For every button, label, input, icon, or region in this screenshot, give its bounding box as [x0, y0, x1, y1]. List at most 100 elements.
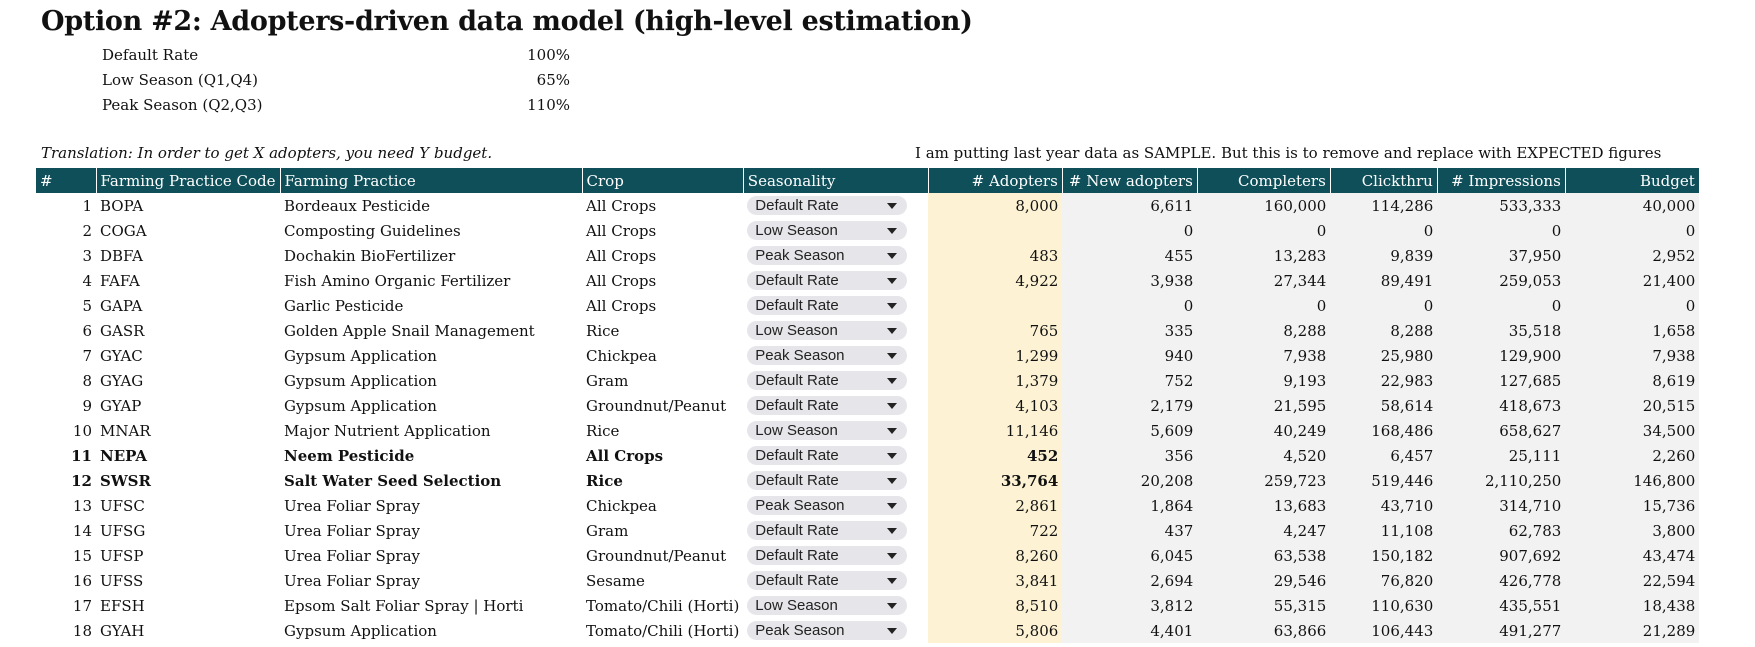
practice-code[interactable]: GYAG [100, 371, 144, 390]
practice-code[interactable]: UFSP [100, 546, 144, 565]
adopters-value[interactable]: 4,922 [928, 268, 1063, 293]
practice-name[interactable]: Fish Amino Organic Fertilizer [284, 271, 511, 290]
crop[interactable]: Rice [586, 321, 620, 340]
col-header-adopters[interactable]: # Adopters [928, 168, 1063, 193]
seasonality-select[interactable]: Default Rate [743, 443, 928, 468]
crop[interactable]: All Crops [586, 446, 664, 465]
crop[interactable]: Rice [586, 421, 620, 440]
seasonality-select[interactable]: Default Rate [743, 268, 928, 293]
practice-code[interactable]: EFSH [100, 596, 145, 615]
rate-value[interactable]: 65% [536, 71, 570, 89]
seasonality-select[interactable]: Default Rate [743, 293, 928, 318]
adopters-value[interactable]: 33,764 [928, 468, 1063, 493]
practice-name[interactable]: Bordeaux Pesticide [284, 196, 431, 215]
practice-code[interactable]: UFSG [100, 521, 146, 540]
seasonality-dropdown[interactable]: Default Rate [747, 471, 908, 491]
practice-name[interactable]: Gypsum Application [284, 621, 437, 640]
crop[interactable]: Gram [586, 521, 629, 540]
seasonality-dropdown[interactable]: Default Rate [747, 446, 908, 466]
adopters-value[interactable]: 1,379 [928, 368, 1063, 393]
col-header-clickthru[interactable]: Clickthru [1330, 168, 1438, 193]
crop[interactable]: Rice [586, 471, 623, 490]
adopters-value[interactable] [928, 218, 1063, 243]
adopters-value[interactable]: 11,146 [928, 418, 1063, 443]
seasonality-select[interactable]: Peak Season [743, 618, 928, 643]
adopters-value[interactable]: 8,260 [928, 543, 1063, 568]
crop[interactable]: All Crops [586, 271, 657, 290]
col-header-new-adopters[interactable]: # New adopters [1062, 168, 1198, 193]
seasonality-dropdown[interactable]: Default Rate [747, 296, 908, 316]
col-header-code[interactable]: Farming Practice Code [96, 168, 281, 193]
practice-name[interactable]: Epsom Salt Foliar Spray | Horti [284, 596, 524, 615]
practice-code[interactable]: SWSR [100, 471, 151, 490]
crop[interactable]: Tomato/Chili (Horti) [586, 621, 740, 640]
crop[interactable]: All Crops [586, 296, 657, 315]
col-header-impressions[interactable]: # Impressions [1437, 168, 1566, 193]
adopters-value[interactable]: 5,806 [928, 618, 1063, 643]
seasonality-select[interactable]: Default Rate [743, 568, 928, 593]
col-header-budget[interactable]: Budget [1565, 168, 1700, 193]
seasonality-dropdown[interactable]: Peak Season [747, 346, 908, 366]
practice-code[interactable]: GAPA [100, 296, 143, 315]
practice-code[interactable]: FAFA [100, 271, 140, 290]
seasonality-dropdown[interactable]: Peak Season [747, 621, 908, 641]
seasonality-select[interactable]: Low Season [743, 218, 928, 243]
adopters-value[interactable]: 3,841 [928, 568, 1063, 593]
practice-code[interactable]: UFSS [100, 571, 144, 590]
practice-code[interactable]: COGA [100, 221, 147, 240]
practice-name[interactable]: Neem Pesticide [284, 446, 415, 465]
adopters-value[interactable]: 8,000 [928, 193, 1063, 218]
seasonality-dropdown[interactable]: Default Rate [747, 396, 908, 416]
practice-code[interactable]: NEPA [100, 446, 147, 465]
practice-code[interactable]: BOPA [100, 196, 144, 215]
seasonality-select[interactable]: Default Rate [743, 518, 928, 543]
practice-name[interactable]: Urea Foliar Spray [284, 521, 420, 540]
crop[interactable]: Gram [586, 371, 629, 390]
adopters-value[interactable]: 483 [928, 243, 1063, 268]
seasonality-dropdown[interactable]: Peak Season [747, 246, 908, 266]
practice-code[interactable]: GASR [100, 321, 145, 340]
seasonality-dropdown[interactable]: Default Rate [747, 371, 908, 391]
col-header-practice[interactable]: Farming Practice [280, 168, 583, 193]
practice-name[interactable]: Dochakin BioFertilizer [284, 246, 456, 265]
seasonality-select[interactable]: Low Season [743, 418, 928, 443]
practice-name[interactable]: Gypsum Application [284, 346, 437, 365]
crop[interactable]: Groundnut/Peanut [586, 396, 727, 415]
col-header-crop[interactable]: Crop [582, 168, 744, 193]
practice-name[interactable]: Gypsum Application [284, 396, 437, 415]
seasonality-select[interactable]: Default Rate [743, 393, 928, 418]
seasonality-select[interactable]: Peak Season [743, 343, 928, 368]
crop[interactable]: Tomato/Chili (Horti) [586, 596, 740, 615]
practice-name[interactable]: Composting Guidelines [284, 221, 461, 240]
practice-name[interactable]: Major Nutrient Application [284, 421, 491, 440]
col-header-seasonality[interactable]: Seasonality [743, 168, 929, 193]
practice-code[interactable]: UFSC [100, 496, 145, 515]
seasonality-select[interactable]: Low Season [743, 318, 928, 343]
practice-code[interactable]: DBFA [100, 246, 143, 265]
practice-code[interactable]: GYAP [100, 396, 142, 415]
seasonality-dropdown[interactable]: Low Season [747, 321, 908, 341]
crop[interactable]: Groundnut/Peanut [586, 546, 727, 565]
seasonality-dropdown[interactable]: Default Rate [747, 271, 908, 291]
practice-name[interactable]: Urea Foliar Spray [284, 546, 420, 565]
practice-name[interactable]: Garlic Pesticide [284, 296, 404, 315]
seasonality-select[interactable]: Low Season [743, 593, 928, 618]
seasonality-select[interactable]: Peak Season [743, 243, 928, 268]
adopters-value[interactable]: 8,510 [928, 593, 1063, 618]
crop[interactable]: Chickpea [586, 346, 657, 365]
adopters-value[interactable]: 4,103 [928, 393, 1063, 418]
seasonality-dropdown[interactable]: Peak Season [747, 496, 908, 516]
practice-name[interactable]: Urea Foliar Spray [284, 496, 420, 515]
practice-code[interactable]: GYAC [100, 346, 143, 365]
practice-name[interactable]: Gypsum Application [284, 371, 437, 390]
rate-value[interactable]: 110% [527, 96, 570, 114]
practice-name[interactable]: Salt Water Seed Selection [284, 471, 502, 490]
adopters-value[interactable]: 2,861 [928, 493, 1063, 518]
practice-code[interactable]: MNAR [100, 421, 151, 440]
rate-value[interactable]: 100% [527, 46, 570, 64]
seasonality-select[interactable]: Default Rate [743, 193, 928, 218]
seasonality-dropdown[interactable]: Default Rate [747, 571, 908, 591]
adopters-value[interactable] [928, 293, 1063, 318]
seasonality-dropdown[interactable]: Default Rate [747, 521, 908, 541]
crop[interactable]: Chickpea [586, 496, 657, 515]
